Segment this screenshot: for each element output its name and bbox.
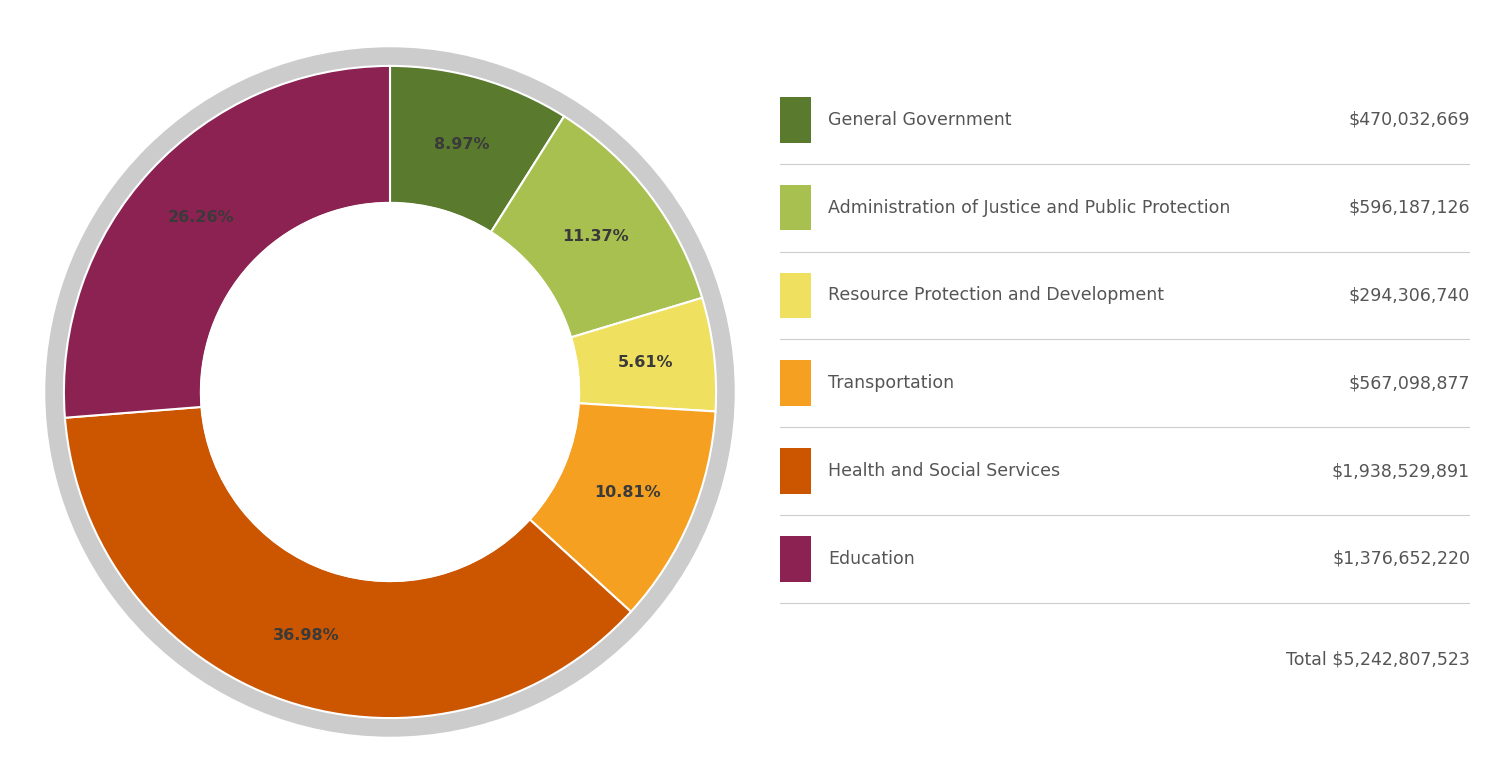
Wedge shape (572, 298, 716, 412)
Wedge shape (390, 66, 564, 232)
Circle shape (46, 48, 734, 736)
Bar (780, 97, 812, 143)
Wedge shape (64, 407, 632, 718)
Text: Health and Social Services: Health and Social Services (828, 462, 1060, 480)
Text: General Government: General Government (828, 111, 1013, 129)
Text: 5.61%: 5.61% (618, 354, 674, 369)
Text: $1,376,652,220: $1,376,652,220 (1332, 550, 1470, 568)
Bar (780, 536, 812, 582)
Text: Administration of Justice and Public Protection: Administration of Justice and Public Pro… (828, 198, 1230, 216)
Text: Resource Protection and Development: Resource Protection and Development (828, 286, 1164, 304)
Wedge shape (490, 116, 702, 337)
Wedge shape (530, 403, 716, 612)
Text: 11.37%: 11.37% (561, 229, 628, 244)
Text: $470,032,669: $470,032,669 (1348, 111, 1470, 129)
Circle shape (201, 203, 579, 581)
Text: $294,306,740: $294,306,740 (1348, 286, 1470, 304)
Text: 8.97%: 8.97% (433, 137, 489, 152)
Text: 36.98%: 36.98% (273, 628, 340, 643)
Text: $567,098,877: $567,098,877 (1348, 374, 1470, 392)
Text: $596,187,126: $596,187,126 (1348, 198, 1470, 216)
Text: 10.81%: 10.81% (594, 485, 660, 499)
Text: 26.26%: 26.26% (168, 209, 234, 225)
Text: Total $5,242,807,523: Total $5,242,807,523 (1286, 651, 1470, 669)
Bar (780, 273, 812, 318)
Bar (780, 185, 812, 230)
Wedge shape (64, 66, 390, 418)
Text: Transportation: Transportation (828, 374, 954, 392)
Text: Education: Education (828, 550, 915, 568)
Bar (780, 448, 812, 494)
Bar (780, 361, 812, 406)
Text: $1,938,529,891: $1,938,529,891 (1332, 462, 1470, 480)
